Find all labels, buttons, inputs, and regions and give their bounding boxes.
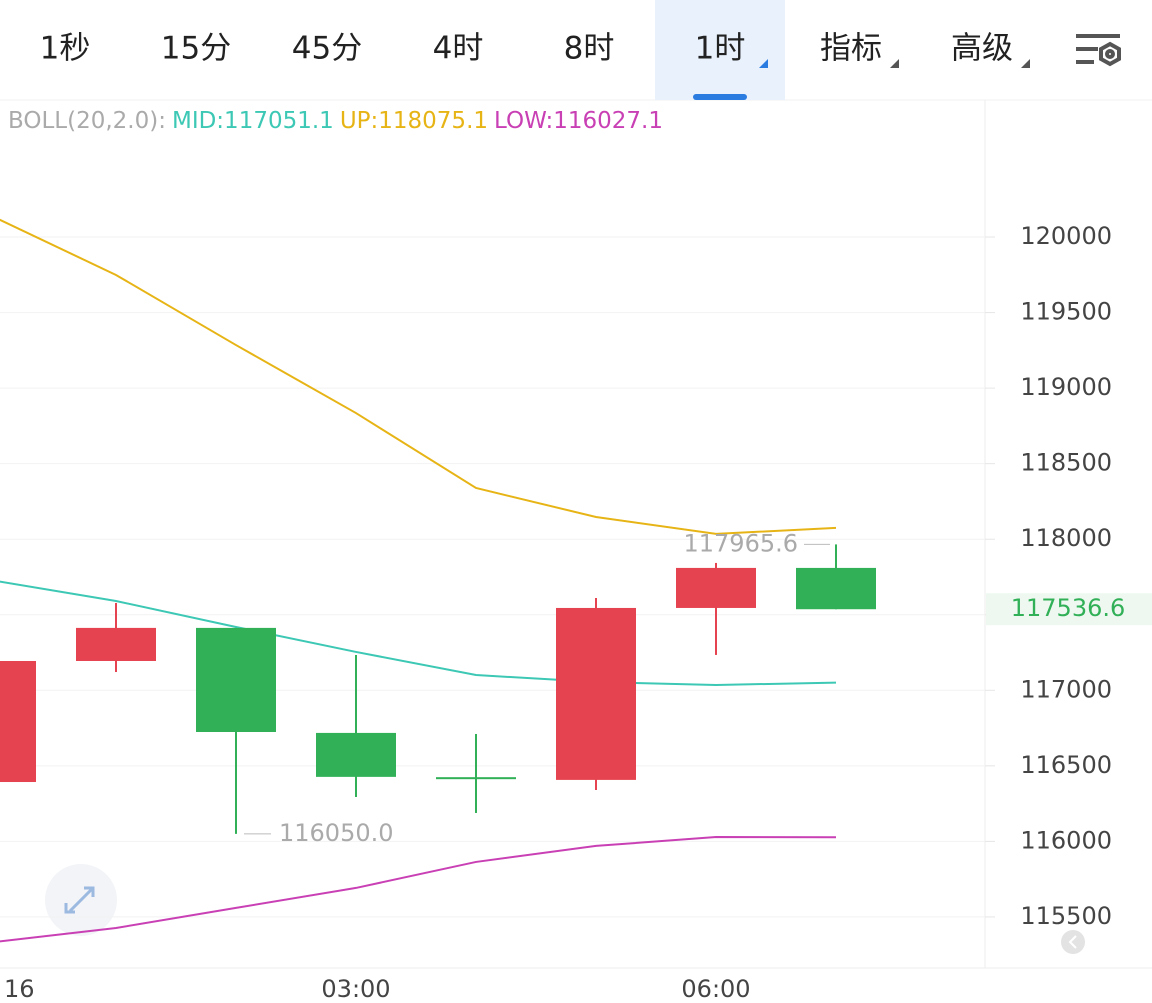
tab[interactable]: 指标 xyxy=(820,31,882,67)
y-tick-label: 118000 xyxy=(1020,524,1112,552)
active-tab-indicator xyxy=(693,94,747,100)
y-tick-label: 116500 xyxy=(1020,751,1112,779)
legend-entry: MID:117051.1 xyxy=(172,108,334,134)
high-label: 117965.6 xyxy=(683,529,798,557)
plot-area xyxy=(0,218,876,943)
candle-body xyxy=(316,732,396,777)
candle-body xyxy=(796,567,876,610)
y-tick-label: 119000 xyxy=(1020,373,1112,401)
boll-line xyxy=(0,218,837,535)
candle-body xyxy=(676,567,756,608)
candle-body xyxy=(556,607,636,780)
tab[interactable]: 4时 xyxy=(433,31,484,67)
legend-entry: LOW:116027.1 xyxy=(494,108,663,134)
indicator-name: BOLL(20,2.0): xyxy=(8,108,166,134)
y-tick-label: 118500 xyxy=(1020,449,1112,477)
last-price-tag xyxy=(986,593,1152,626)
expand-button[interactable] xyxy=(45,864,117,936)
y-tick-label: 120000 xyxy=(1020,222,1112,250)
indicator-legend: BOLL(20,2.0): MID:117051.1 UP:118075.1 LOW:… xyxy=(8,108,663,134)
boll-line xyxy=(0,836,837,943)
candle-body xyxy=(0,660,36,783)
y-tick-label: 116000 xyxy=(1020,826,1112,854)
tab[interactable]: 1时 xyxy=(695,31,746,67)
x-tick-label: 06:00 xyxy=(681,975,750,1003)
settings-icon[interactable] xyxy=(1076,34,1121,67)
boll-line xyxy=(0,580,837,687)
tab-bar xyxy=(0,0,1152,100)
active-tab-bg xyxy=(655,0,785,100)
tab[interactable]: 8时 xyxy=(564,31,615,67)
tab[interactable]: 高级 xyxy=(951,31,1013,67)
x-tick-label: 16 xyxy=(4,975,35,1003)
legend-entry: UP:118075.1 xyxy=(340,108,488,134)
dropdown-arrow xyxy=(1021,59,1030,68)
tab[interactable]: 1秒 xyxy=(40,31,91,67)
low-label: 116050.0 xyxy=(279,819,394,847)
y-tick-label: 115500 xyxy=(1020,902,1112,930)
y-tick-label: 117000 xyxy=(1020,675,1112,703)
y-tick-label: 119500 xyxy=(1020,298,1112,326)
last-price-label: 117536.6 xyxy=(1011,594,1126,622)
candle-body xyxy=(436,777,516,780)
x-tick-label: 03:00 xyxy=(321,975,390,1003)
scroll-button[interactable] xyxy=(1061,930,1085,954)
dropdown-arrow xyxy=(759,59,768,68)
dropdown-arrow xyxy=(890,59,899,68)
candle-body xyxy=(76,627,156,661)
candle-body xyxy=(196,627,276,733)
tab[interactable]: 45分 xyxy=(292,31,362,67)
tab[interactable]: 15分 xyxy=(161,31,231,67)
